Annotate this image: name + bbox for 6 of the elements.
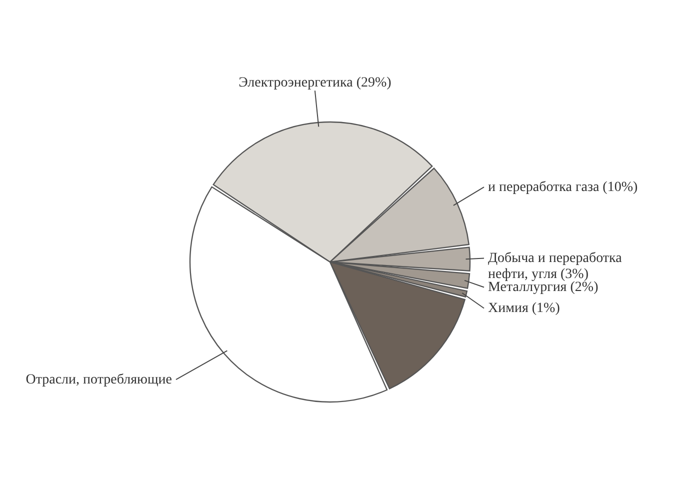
slice-label: Металлургия (2%) — [488, 280, 599, 296]
slice-label: Электроэнергетика (29%) — [238, 76, 392, 91]
slice-label: Отрасли, потребляющие — [26, 372, 172, 388]
slice-label: Добыча и переработка нефти, угля (3%) — [488, 251, 623, 282]
slice-label: Химия (1%) — [488, 301, 560, 316]
slice-label: и переработка газа (10%) — [488, 180, 638, 196]
